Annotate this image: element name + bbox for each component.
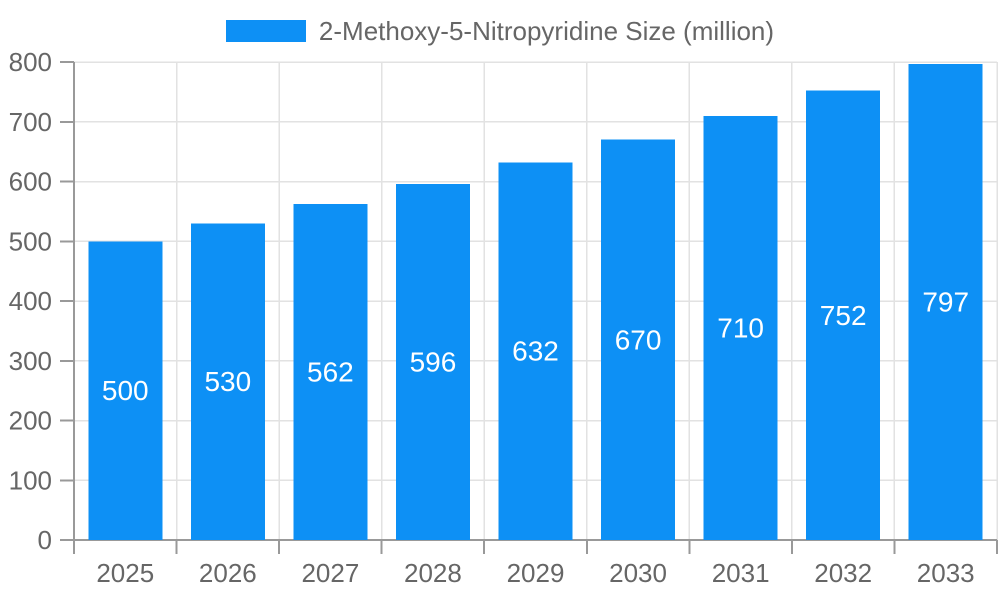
x-tick-label: 2032 bbox=[814, 558, 872, 588]
bar-value-label: 530 bbox=[204, 366, 251, 397]
x-tick-label: 2027 bbox=[301, 558, 359, 588]
bar-2028[interactable] bbox=[395, 183, 470, 540]
x-tick-label: 2029 bbox=[507, 558, 565, 588]
bar-2025[interactable] bbox=[88, 241, 163, 540]
bar-2026[interactable] bbox=[190, 223, 265, 540]
y-tick-label: 500 bbox=[9, 226, 52, 256]
bar-2027[interactable] bbox=[293, 204, 368, 540]
x-tick-label: 2030 bbox=[609, 558, 667, 588]
bar-value-label: 562 bbox=[307, 357, 354, 388]
bar-value-label: 500 bbox=[102, 375, 149, 406]
y-tick-label: 600 bbox=[9, 167, 52, 197]
y-tick-label: 400 bbox=[9, 286, 52, 316]
bar-value-label: 752 bbox=[820, 300, 867, 331]
legend-label: 2-Methoxy-5-Nitropyridine Size (million) bbox=[318, 16, 775, 46]
x-tick-label: 2025 bbox=[96, 558, 154, 588]
y-tick-label: 800 bbox=[9, 47, 52, 77]
y-tick-label: 300 bbox=[9, 346, 52, 376]
x-tick-label: 2026 bbox=[199, 558, 257, 588]
y-tick-label: 0 bbox=[38, 525, 52, 555]
legend[interactable]: 2-Methoxy-5-Nitropyridine Size (million) bbox=[0, 18, 1000, 44]
x-tick-label: 2028 bbox=[404, 558, 462, 588]
bar-2031[interactable] bbox=[703, 115, 778, 541]
bar-2033[interactable] bbox=[908, 63, 983, 540]
bar-value-label: 632 bbox=[512, 336, 559, 367]
bar-2029[interactable] bbox=[498, 162, 573, 540]
x-tick-label: 2033 bbox=[917, 558, 975, 588]
legend-swatch bbox=[225, 20, 306, 42]
bar-2030[interactable] bbox=[601, 139, 676, 541]
y-tick-label: 700 bbox=[9, 107, 52, 137]
bar-value-label: 797 bbox=[922, 286, 969, 317]
bar-value-label: 596 bbox=[410, 346, 457, 377]
y-tick-label: 100 bbox=[9, 465, 52, 495]
bar-value-label: 710 bbox=[717, 312, 764, 343]
bar-2032[interactable] bbox=[806, 90, 881, 541]
y-tick-label: 200 bbox=[9, 406, 52, 436]
bar-value-label: 670 bbox=[615, 324, 662, 355]
x-tick-label: 2031 bbox=[712, 558, 770, 588]
